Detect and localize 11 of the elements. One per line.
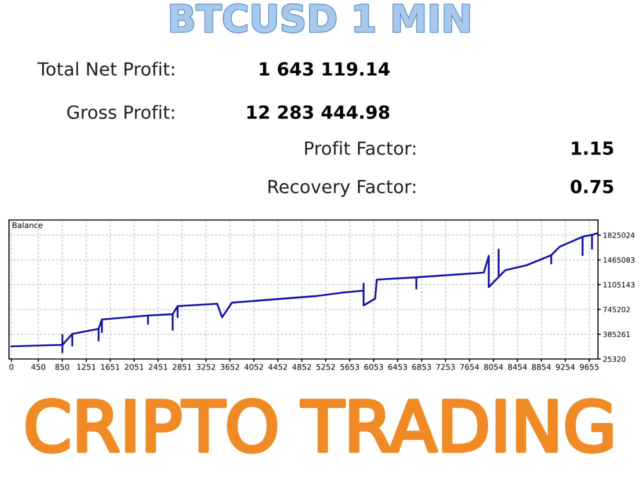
line-series [10, 232, 598, 354]
text: Total Net Profit: [37, 62, 174, 76]
text: Gross Profit: [67, 105, 174, 119]
text: CRIPTO TRADING [27, 400, 611, 452]
text: 12 283 444.98 [247, 105, 390, 119]
text: 1 643 119.14 [260, 62, 390, 76]
text: 0.75 [570, 180, 614, 194]
chart-title: BTCUSD 1 MIN [170, 4, 470, 32]
text: Profit Factor: [305, 141, 416, 155]
text: Recovery Factor: [268, 180, 416, 197]
text: 1.15 [572, 142, 614, 155]
